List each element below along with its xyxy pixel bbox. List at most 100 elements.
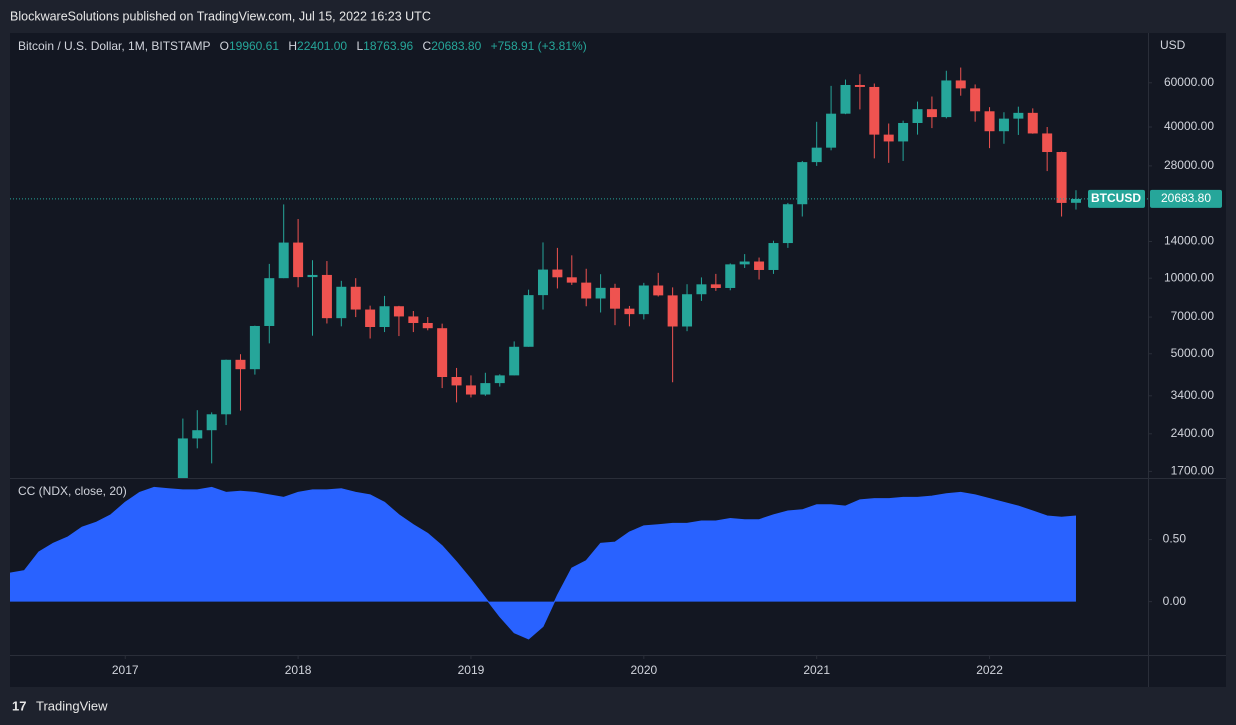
x-tick-label: 2017: [112, 663, 139, 677]
y-tick-label: 7000.00: [1171, 309, 1215, 323]
h-label: H: [288, 39, 297, 53]
candle-body: [278, 242, 289, 279]
candle-body: [235, 359, 246, 370]
candle-body: [1042, 133, 1053, 153]
price-tag-value-bg: [1150, 189, 1222, 208]
candle-body: [408, 316, 419, 323]
candle-body: [221, 359, 232, 415]
candle-body: [393, 306, 404, 317]
y-tick-label: 2400.00: [1171, 426, 1215, 440]
l-value: 18763.96: [363, 39, 413, 53]
candle-body: [1070, 198, 1081, 203]
candle-body: [177, 438, 188, 478]
candle-body: [451, 376, 462, 386]
candle-body: [970, 88, 981, 112]
y-tick-label: 5000.00: [1171, 346, 1215, 360]
candle-body: [941, 80, 952, 118]
candle-body: [898, 122, 909, 142]
candle-body: [926, 109, 937, 118]
candle-body: [1013, 112, 1024, 119]
candle-body: [826, 113, 837, 148]
y-tick-label: 0.50: [1163, 532, 1187, 546]
o-label: O: [220, 39, 229, 53]
y-tick-label: 40000.00: [1164, 119, 1214, 133]
candle-body: [869, 86, 880, 135]
candle-body: [480, 383, 491, 395]
y-tick-label: 60000.00: [1164, 75, 1214, 89]
candle-body: [595, 287, 606, 299]
candle-body: [955, 80, 966, 89]
candle-body: [321, 274, 332, 319]
candle-body: [998, 118, 1009, 132]
footer-brand: TradingView: [36, 698, 108, 713]
candle-body: [610, 287, 621, 309]
candle-body: [653, 285, 664, 296]
y-tick-label: 28000.00: [1164, 158, 1214, 172]
candle-body: [912, 109, 923, 123]
price-tag-name: BTCUSD: [1091, 191, 1141, 205]
y-axis-label: USD: [1160, 38, 1186, 52]
candle-body: [523, 295, 534, 347]
x-tick-label: 2020: [630, 663, 657, 677]
candle-body: [581, 282, 592, 299]
candle-body: [638, 285, 649, 315]
candle-body: [537, 269, 548, 296]
candle-body: [725, 264, 736, 288]
candle-body: [264, 278, 275, 326]
symbol: Bitcoin / U.S. Dollar, 1M, BITSTAMP: [18, 39, 210, 53]
candle-body: [465, 385, 476, 395]
candle-body: [379, 306, 390, 328]
candle-body: [854, 84, 865, 87]
candle-body: [437, 328, 448, 377]
candle-body: [293, 242, 304, 278]
candle-body: [365, 309, 376, 328]
c-value: 20683.80: [431, 39, 481, 53]
candle-body: [307, 274, 318, 278]
area-fill: [10, 487, 1076, 639]
candle-body: [696, 284, 707, 295]
candle-body: [192, 430, 203, 439]
candle-body: [682, 294, 693, 327]
area-line: [10, 486, 1077, 640]
candle-body: [624, 308, 635, 315]
candle-body: [984, 111, 995, 132]
candle-body: [739, 261, 750, 265]
candle-body: [422, 322, 433, 329]
candle-body: [566, 277, 577, 283]
price-tag-value: 20683.80: [1161, 191, 1211, 205]
y-tick-label: 14000.00: [1164, 234, 1214, 248]
candle-body: [1027, 112, 1038, 134]
candle-body: [552, 269, 563, 278]
candle-body: [883, 134, 894, 142]
publisher: BlockwareSolutions published on TradingV…: [10, 9, 431, 23]
candle-body: [754, 261, 765, 270]
price-pane: [177, 67, 1081, 478]
candle-body: [797, 162, 808, 205]
footer-logo: 17: [12, 698, 26, 713]
c-label: C: [423, 39, 432, 53]
y-tick-label: 10000.00: [1164, 270, 1214, 284]
price-tag-bg: [1088, 189, 1145, 208]
candle-body: [494, 375, 505, 384]
x-tick-label: 2018: [285, 663, 312, 677]
candle-body: [206, 414, 217, 431]
candle-body: [350, 286, 361, 310]
candle-body: [782, 204, 793, 244]
h-value: 22401.00: [297, 39, 347, 53]
legend: Bitcoin / U.S. Dollar, 1M, BITSTAMP O199…: [18, 39, 587, 53]
candle-body: [1056, 152, 1067, 203]
change: +758.91 (+3.81%): [491, 39, 587, 53]
candle-body: [667, 295, 678, 327]
x-tick-label: 2021: [803, 663, 830, 677]
candle-body: [811, 147, 822, 163]
candle-body: [336, 286, 347, 319]
x-tick-label: 2022: [976, 663, 1003, 677]
candle-body: [249, 325, 260, 370]
y-tick-label: 0.00: [1163, 594, 1187, 608]
candle-body: [509, 346, 520, 376]
y-tick-label: 1700.00: [1171, 464, 1215, 478]
indicator-legend: CC (NDX, close, 20): [18, 484, 127, 498]
indicator-pane: [10, 486, 1077, 640]
y-tick-label: 3400.00: [1171, 388, 1215, 402]
